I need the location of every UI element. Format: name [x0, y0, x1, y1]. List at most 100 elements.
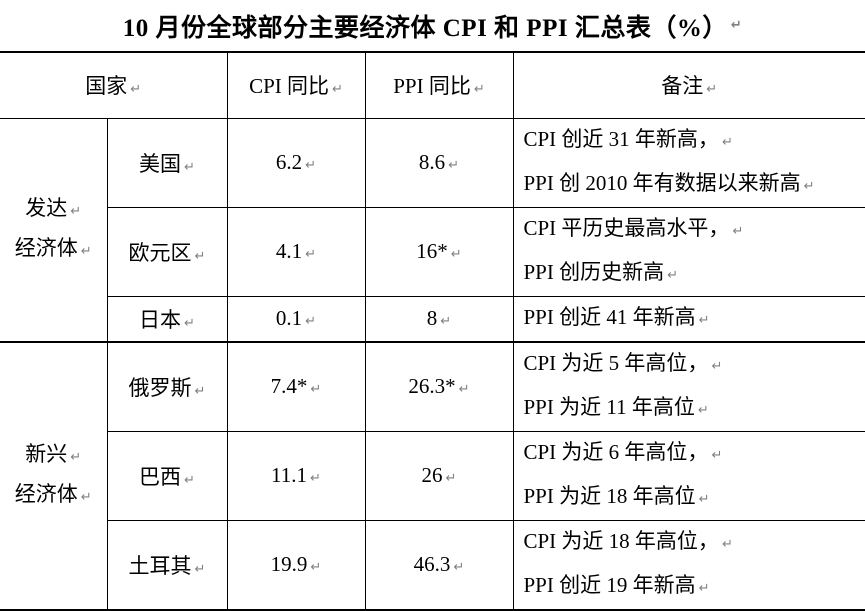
paragraph-mark: ↵ [305, 247, 316, 262]
cpi-cell: 7.4*↵ [227, 342, 365, 432]
paragraph-mark: ↵ [451, 247, 462, 262]
paragraph-mark: ↵ [667, 268, 678, 283]
remark-line: PPI 创近 19 年新高↵ [524, 565, 865, 609]
cpi-value: 0.1 [276, 306, 302, 330]
country-name: 美国 [139, 152, 181, 176]
remark-line: CPI 为近 5 年高位，↵ [524, 343, 865, 387]
group-label-line: 新兴 [25, 442, 67, 466]
table-row-usa: 发达↵ 经济体↵ 美国↵ 6.2↵ 8.6↵ CPI 创近 31 年新高，↵ P… [0, 118, 865, 207]
group-label-line: 经济体 [15, 236, 78, 260]
header-country: 国家↵ [0, 52, 227, 118]
country-cell: 土耳其↵ [107, 520, 227, 610]
table-row-japan: 日本↵ 0.1↵ 8↵ PPI 创近 41 年新高↵ [0, 296, 865, 342]
ppi-value: 26 [422, 463, 443, 487]
remark-cell: CPI 为近 18 年高位，↵ PPI 创近 19 年新高↵ [513, 520, 865, 610]
header-cpi: CPI 同比↵ [227, 52, 365, 118]
group-cell-emerging: 新兴↵ 经济体↵ [0, 342, 107, 610]
header-row: 国家↵ CPI 同比↵ PPI 同比↵ 备注↵ [0, 52, 865, 118]
page-title: 10 月份全球部分主要经济体 CPI 和 PPI 汇总表（%）↵ [0, 0, 865, 51]
paragraph-mark: ↵ [446, 471, 457, 486]
cpi-value: 11.1 [271, 463, 307, 487]
country-cell: 俄罗斯↵ [107, 342, 227, 432]
remark-line: CPI 为近 6 年高位，↵ [524, 432, 865, 476]
ppi-cell: 16*↵ [365, 207, 513, 296]
country-name: 巴西 [139, 465, 181, 489]
paragraph-mark: ↵ [332, 82, 343, 97]
remark-line: CPI 为近 18 年高位，↵ [524, 521, 865, 565]
paragraph-mark: ↵ [731, 18, 742, 33]
summary-table: 国家↵ CPI 同比↵ PPI 同比↵ 备注↵ 发达↵ 经济体↵ 美国↵ 6.2… [0, 51, 865, 611]
cpi-cell: 0.1↵ [227, 296, 365, 342]
remark-cell: CPI 平历史最高水平，↵ PPI 创历史新高↵ [513, 207, 865, 296]
paragraph-mark: ↵ [699, 581, 710, 596]
remark-line: PPI 为近 18 年高位↵ [524, 476, 865, 520]
country-cell: 美国↵ [107, 118, 227, 207]
country-cell: 巴西↵ [107, 431, 227, 520]
paragraph-mark: ↵ [698, 403, 709, 418]
cpi-value: 7.4* [271, 374, 308, 398]
paragraph-mark: ↵ [711, 448, 722, 463]
remark-cell: PPI 创近 41 年新高↵ [513, 296, 865, 342]
ppi-value: 8 [427, 306, 438, 330]
paragraph-mark: ↵ [310, 382, 321, 397]
remark-text: PPI 创近 19 年新高 [524, 573, 696, 597]
cpi-cell: 11.1↵ [227, 431, 365, 520]
paragraph-mark: ↵ [459, 382, 470, 397]
cpi-cell: 4.1↵ [227, 207, 365, 296]
remark-cell: CPI 创近 31 年新高，↵ PPI 创 2010 年有数据以来新高↵ [513, 118, 865, 207]
remark-line: PPI 为近 11 年高位↵ [524, 387, 865, 431]
country-name: 俄罗斯 [129, 376, 192, 400]
paragraph-mark: ↵ [448, 158, 459, 173]
paragraph-mark: ↵ [195, 562, 206, 577]
remark-cell: CPI 为近 5 年高位，↵ PPI 为近 11 年高位↵ [513, 342, 865, 432]
paragraph-mark: ↵ [804, 179, 815, 194]
paragraph-mark: ↵ [706, 82, 717, 97]
ppi-value: 26.3* [408, 374, 455, 398]
paragraph-mark: ↵ [310, 471, 321, 486]
remark-text: CPI 为近 6 年高位， [524, 440, 709, 464]
header-ppi: PPI 同比↵ [365, 52, 513, 118]
table-row-eurozone: 欧元区↵ 4.1↵ 16*↵ CPI 平历史最高水平，↵ PPI 创历史新高↵ [0, 207, 865, 296]
paragraph-mark: ↵ [305, 158, 316, 173]
remark-text: CPI 为近 5 年高位， [524, 351, 709, 375]
header-country-label: 国家 [85, 74, 127, 98]
paragraph-mark: ↵ [184, 473, 195, 488]
remark-line: CPI 平历史最高水平，↵ [524, 208, 865, 252]
paragraph-mark: ↵ [81, 244, 92, 259]
remark-line: PPI 创历史新高↵ [524, 252, 865, 296]
remark-line: CPI 创近 31 年新高，↵ [524, 119, 865, 163]
country-name: 日本 [139, 308, 181, 332]
paragraph-mark: ↵ [81, 490, 92, 505]
header-remark: 备注↵ [513, 52, 865, 118]
remark-text: CPI 创近 31 年新高， [524, 127, 719, 151]
ppi-value: 8.6 [419, 150, 445, 174]
paragraph-mark: ↵ [195, 384, 206, 399]
remark-text: CPI 平历史最高水平， [524, 216, 730, 240]
paragraph-mark: ↵ [440, 314, 451, 329]
country-cell: 日本↵ [107, 296, 227, 342]
remark-line: PPI 创近 41 年新高↵ [524, 297, 865, 341]
group-label-line: 发达 [25, 196, 67, 220]
paragraph-mark: ↵ [184, 316, 195, 331]
cpi-value: 4.1 [276, 239, 302, 263]
paragraph-mark: ↵ [184, 160, 195, 175]
cpi-value: 19.9 [271, 552, 308, 576]
header-remark-label: 备注 [661, 74, 703, 98]
ppi-cell: 26↵ [365, 431, 513, 520]
country-name: 欧元区 [129, 241, 192, 265]
paragraph-mark: ↵ [70, 450, 81, 465]
remark-text: CPI 为近 18 年高位， [524, 529, 719, 553]
paragraph-mark: ↵ [699, 313, 710, 328]
remark-text: PPI 为近 11 年高位 [524, 395, 695, 419]
paragraph-mark: ↵ [722, 537, 733, 552]
page-title-text: 10 月份全球部分主要经济体 CPI 和 PPI 汇总表（%） [123, 8, 728, 44]
paragraph-mark: ↵ [711, 359, 722, 374]
remark-cell: CPI 为近 6 年高位，↵ PPI 为近 18 年高位↵ [513, 431, 865, 520]
remark-text: PPI 为近 18 年高位 [524, 484, 696, 508]
ppi-cell: 8↵ [365, 296, 513, 342]
paragraph-mark: ↵ [70, 204, 81, 219]
ppi-cell: 8.6↵ [365, 118, 513, 207]
paragraph-mark: ↵ [305, 314, 316, 329]
ppi-value: 46.3 [414, 552, 451, 576]
paragraph-mark: ↵ [130, 82, 141, 97]
